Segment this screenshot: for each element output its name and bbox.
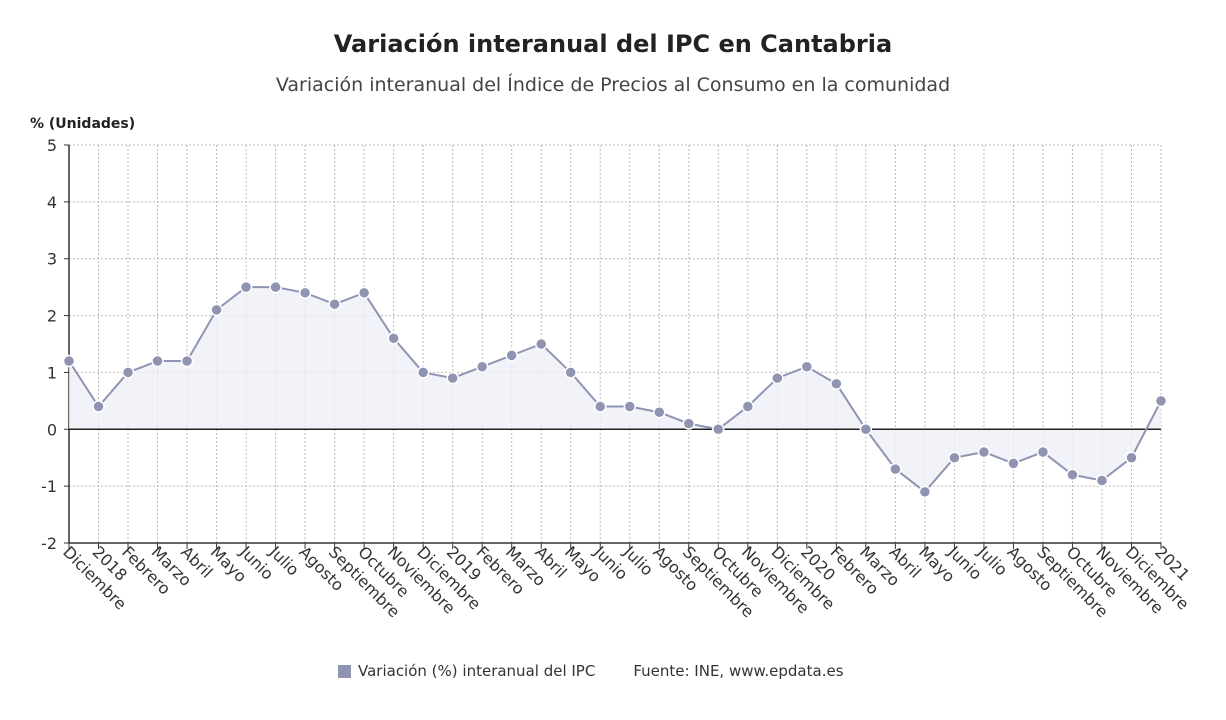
data-point bbox=[180, 354, 194, 368]
data-point bbox=[239, 280, 253, 294]
y-tick-label: 2 bbox=[47, 307, 57, 326]
data-point bbox=[1066, 468, 1079, 482]
data-point bbox=[534, 337, 548, 351]
data-point bbox=[62, 354, 76, 368]
y-tick-label: 0 bbox=[47, 420, 57, 439]
data-point bbox=[1007, 457, 1020, 470]
data-point bbox=[918, 485, 932, 499]
chart-subtitle: Variación interanual del Índice de Preci… bbox=[275, 74, 951, 96]
data-point bbox=[564, 366, 577, 379]
data-point bbox=[446, 371, 459, 385]
data-point bbox=[623, 400, 637, 413]
data-point bbox=[298, 286, 312, 300]
y-tick-label: 5 bbox=[47, 136, 57, 155]
data-point bbox=[1154, 394, 1168, 408]
data-point bbox=[328, 297, 341, 311]
data-point bbox=[948, 451, 961, 464]
y-tick-label: 4 bbox=[47, 193, 57, 212]
data-point bbox=[1125, 451, 1138, 464]
data-point bbox=[830, 377, 843, 391]
data-point bbox=[387, 332, 400, 345]
y-tick-label: -2 bbox=[41, 534, 57, 553]
data-point bbox=[741, 400, 755, 413]
legend-swatch bbox=[338, 664, 351, 678]
source-text: Fuente: INE, www.epdata.es bbox=[633, 662, 844, 680]
data-point bbox=[977, 445, 991, 459]
data-point bbox=[682, 417, 696, 430]
y-tick-label: 3 bbox=[47, 250, 57, 269]
data-point bbox=[121, 366, 135, 379]
data-point bbox=[210, 303, 223, 317]
data-point bbox=[416, 366, 430, 379]
data-point bbox=[593, 400, 607, 413]
y-tick-label: 1 bbox=[47, 363, 57, 382]
area-fill bbox=[69, 287, 1161, 492]
data-point bbox=[92, 400, 105, 413]
data-point bbox=[475, 360, 489, 373]
data-point bbox=[151, 354, 164, 368]
data-point bbox=[1036, 445, 1050, 459]
data-point bbox=[712, 423, 725, 436]
legend: Variación (%) interanual del IPC Fuente:… bbox=[338, 662, 844, 680]
chart-title: Variación interanual del IPC en Cantabri… bbox=[333, 30, 893, 58]
data-point bbox=[859, 423, 873, 436]
y-tick-label: -1 bbox=[41, 477, 57, 496]
data-point bbox=[357, 286, 371, 300]
data-point bbox=[771, 371, 784, 385]
data-point bbox=[269, 280, 282, 294]
data-point bbox=[1095, 474, 1109, 487]
y-axis-label: % (Unidades) bbox=[30, 116, 136, 132]
data-point bbox=[653, 405, 666, 419]
data-point bbox=[800, 360, 814, 373]
data-point bbox=[889, 462, 902, 476]
data-point bbox=[505, 349, 518, 362]
legend-label: Variación (%) interanual del IPC bbox=[358, 662, 596, 680]
